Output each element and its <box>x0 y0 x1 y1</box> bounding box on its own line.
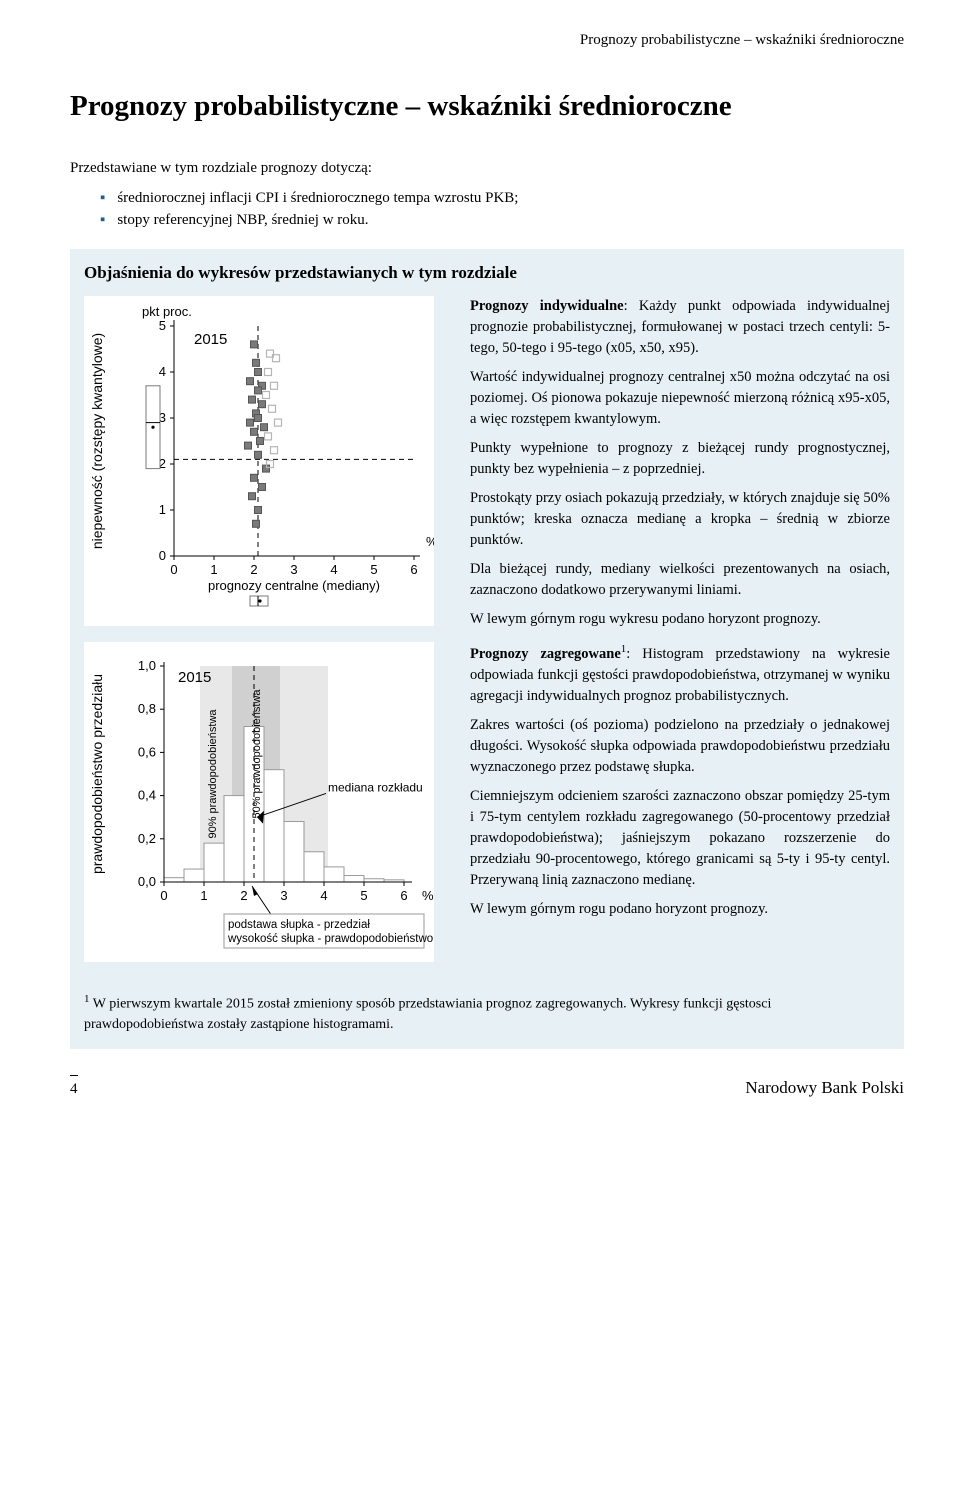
svg-text:4: 4 <box>320 888 327 903</box>
bullet-2: stopy referencyjnej NBP, średniej w roku… <box>100 210 904 232</box>
svg-text:2015: 2015 <box>194 331 227 348</box>
svg-text:2: 2 <box>240 888 247 903</box>
page-footer: 4 Narodowy Bank Polski <box>70 1075 904 1101</box>
para-9: Ciemniejszym odcieniem szarości zaznaczo… <box>470 786 890 891</box>
para-individual: Prognozy indywidualne: Każdy punkt odpow… <box>470 296 890 359</box>
svg-text:0,6: 0,6 <box>138 744 156 759</box>
svg-text:3: 3 <box>290 562 297 577</box>
svg-text:2015: 2015 <box>178 669 211 686</box>
para-5: Dla bieżącej rundy, mediany wielkości pr… <box>470 559 890 601</box>
svg-text:6: 6 <box>410 562 417 577</box>
svg-text:wysokość słupka - prawdopodobi: wysokość słupka - prawdopodobieństwo <box>227 933 433 945</box>
svg-text:mediana rozkładu: mediana rozkładu <box>328 780 423 794</box>
page-number: 4 <box>70 1075 78 1101</box>
svg-text:1: 1 <box>200 888 207 903</box>
page-title: Prognozy probabilistyczne – wskaźniki śr… <box>70 88 904 124</box>
svg-text:5: 5 <box>360 888 367 903</box>
para-6: W lewym górnym rogu wykresu podano horyz… <box>470 609 890 630</box>
para-2: Wartość indywidualnej prognozy centralne… <box>470 367 890 430</box>
svg-text:0: 0 <box>160 888 167 903</box>
svg-text:0,8: 0,8 <box>138 701 156 716</box>
svg-text:0: 0 <box>159 548 166 563</box>
para-8: Zakres wartości (oś pozioma) podzielono … <box>470 715 890 778</box>
svg-text:4: 4 <box>330 562 337 577</box>
footnote: 1 W pierwszym kwartale 2015 został zmien… <box>84 992 890 1035</box>
svg-text:%: % <box>422 888 434 903</box>
para-aggregated: Prognozy zagregowane1: Histogram przedst… <box>470 642 890 707</box>
svg-text:podstawa słupka - przedział: podstawa słupka - przedział <box>228 919 370 931</box>
running-head: Prognozy probabilistyczne – wskaźniki śr… <box>70 30 904 52</box>
svg-text:0: 0 <box>170 562 177 577</box>
svg-text:5: 5 <box>159 318 166 333</box>
svg-text:pkt proc.: pkt proc. <box>142 304 192 319</box>
svg-text:%: % <box>426 534 434 549</box>
svg-text:prognozy centralne (mediany): prognozy centralne (mediany) <box>208 578 380 593</box>
svg-text:0,4: 0,4 <box>138 787 156 802</box>
svg-text:3: 3 <box>280 888 287 903</box>
bullet-1: średniorocznej inflacji CPI i średnioroc… <box>100 188 904 210</box>
svg-text:4: 4 <box>159 364 166 379</box>
svg-text:prawdopodobieństwo przedziału: prawdopodobieństwo przedziału <box>89 674 105 874</box>
scatter-chart: niepewność (rozstępy kwantylowe) pkt proc… <box>84 296 434 626</box>
svg-text:50% prawdopodobieństwa: 50% prawdopodobieństwa <box>251 688 263 818</box>
svg-text:0,2: 0,2 <box>138 831 156 846</box>
para-10: W lewym górnym rogu podano horyzont prog… <box>470 899 890 920</box>
histogram-chart: prawdopodobieństwo przedziału 0,0 0,2 0,4 0,… <box>84 642 434 962</box>
para-3: Punkty wypełnione to prognozy z bieżącej… <box>470 438 890 480</box>
svg-text:90% prawdopodobieństwa: 90% prawdopodobieństwa <box>207 708 219 838</box>
explanation-title: Objaśnienia do wykresów przedstawianych … <box>84 261 890 286</box>
intro-lead: Przedstawiane w tym rozdziale prognozy d… <box>70 158 904 180</box>
svg-text:2: 2 <box>250 562 257 577</box>
svg-text:1: 1 <box>210 562 217 577</box>
svg-text:0,0: 0,0 <box>138 874 156 889</box>
intro-bullets: średniorocznej inflacji CPI i średnioroc… <box>70 188 904 232</box>
svg-text:1: 1 <box>159 502 166 517</box>
para-4: Prostokąty przy osiach pokazują przedzia… <box>470 488 890 551</box>
explanation-box: Objaśnienia do wykresów przedstawianych … <box>70 249 904 1049</box>
svg-text:niepewność (rozstępy kwantylow: niepewność (rozstępy kwantylowe) <box>89 333 105 549</box>
svg-text:6: 6 <box>400 888 407 903</box>
svg-text:5: 5 <box>370 562 377 577</box>
publisher: Narodowy Bank Polski <box>745 1076 904 1101</box>
svg-text:1,0: 1,0 <box>138 658 156 673</box>
